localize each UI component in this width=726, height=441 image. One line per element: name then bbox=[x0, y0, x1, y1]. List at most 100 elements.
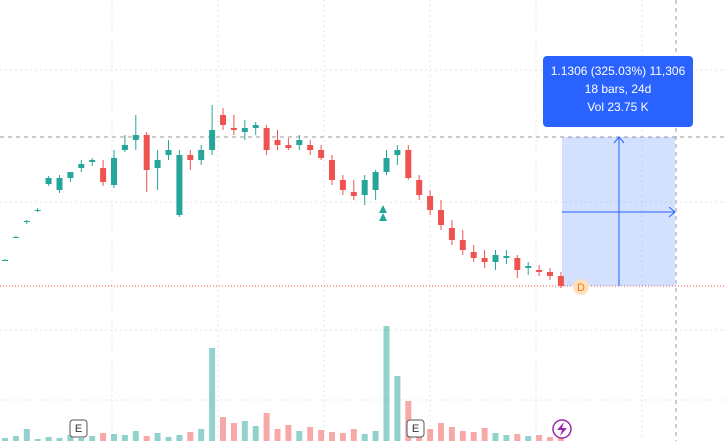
volume-bar bbox=[394, 376, 401, 441]
candle-body bbox=[427, 196, 434, 210]
candle-body bbox=[111, 158, 117, 185]
volume-bar bbox=[132, 431, 139, 441]
volume-bar bbox=[263, 413, 270, 441]
candle-body bbox=[448, 228, 455, 240]
candle-body bbox=[56, 178, 63, 190]
candle-body bbox=[209, 130, 216, 150]
volume-bar bbox=[481, 428, 488, 441]
measure-arrows bbox=[562, 136, 676, 286]
candle-body bbox=[503, 256, 510, 258]
candle-body bbox=[492, 255, 499, 262]
candle-body bbox=[350, 192, 357, 196]
candle-body bbox=[459, 240, 466, 250]
candle-body bbox=[121, 145, 128, 150]
candle-body bbox=[438, 210, 444, 225]
candle-body bbox=[143, 135, 150, 170]
candle-body bbox=[470, 252, 477, 258]
volume-bar bbox=[307, 427, 314, 441]
candle-body bbox=[481, 258, 488, 262]
volume-bar bbox=[492, 433, 499, 441]
candle-body bbox=[23, 221, 30, 222]
volume-bar bbox=[154, 433, 161, 441]
volume-bar bbox=[176, 435, 183, 441]
volume-bar bbox=[78, 438, 85, 441]
volume-bar bbox=[448, 427, 455, 441]
candle-body bbox=[263, 128, 270, 150]
candle-body bbox=[2, 260, 8, 261]
candle-body bbox=[78, 164, 85, 168]
volume-bar bbox=[525, 436, 532, 441]
candle-body bbox=[547, 272, 553, 276]
tooltip-change: 1.1306 (325.03%) 11,306 bbox=[550, 64, 686, 78]
candle-body bbox=[220, 115, 226, 125]
volume-bar bbox=[165, 437, 172, 441]
candle-body bbox=[100, 168, 107, 182]
volume-bar bbox=[187, 432, 194, 441]
volume-bar bbox=[241, 421, 248, 441]
volume-bar bbox=[438, 423, 444, 441]
volume-bar bbox=[503, 435, 510, 441]
volume-bar bbox=[100, 433, 107, 441]
candles bbox=[2, 105, 564, 441]
earnings-marker: E bbox=[69, 419, 88, 438]
candle-body bbox=[230, 128, 237, 130]
candle-body bbox=[252, 125, 259, 128]
candle-body bbox=[525, 266, 532, 268]
candle-body bbox=[318, 150, 325, 158]
candle-body bbox=[372, 172, 379, 190]
volume-bar bbox=[252, 426, 259, 441]
volume-bar bbox=[470, 432, 477, 441]
tooltip-volume: Vol 23.75 K bbox=[587, 100, 649, 114]
candle-body bbox=[296, 140, 303, 145]
volume-bar bbox=[274, 429, 281, 441]
candle-body bbox=[12, 237, 19, 238]
candle-body bbox=[514, 258, 521, 270]
candle-body bbox=[274, 140, 281, 145]
candle-body bbox=[198, 150, 205, 160]
volume-bar bbox=[514, 434, 521, 441]
candle-body bbox=[416, 180, 423, 195]
candle-body bbox=[176, 155, 183, 215]
volume-bar bbox=[361, 434, 368, 441]
candle-body bbox=[34, 210, 41, 211]
candle-body bbox=[165, 150, 172, 155]
volume-bar bbox=[285, 425, 292, 441]
earnings-label: E bbox=[75, 423, 82, 435]
volume-bar bbox=[34, 439, 41, 441]
signal-arrows bbox=[379, 205, 387, 221]
candle-body bbox=[536, 270, 543, 272]
candle-body bbox=[45, 178, 52, 184]
candle-body bbox=[89, 160, 96, 162]
candle-body bbox=[557, 276, 564, 286]
volume-bar bbox=[198, 429, 205, 441]
candle-body bbox=[241, 128, 248, 132]
volume-bar bbox=[536, 435, 543, 441]
volume-bar bbox=[89, 436, 96, 441]
candle-body bbox=[329, 160, 335, 180]
candle-body bbox=[394, 150, 401, 155]
candle-body bbox=[361, 180, 368, 195]
dividend-marker: D bbox=[573, 279, 589, 295]
volume-bar bbox=[67, 435, 74, 441]
volume-bar bbox=[121, 435, 128, 441]
volume-bar bbox=[372, 431, 379, 441]
volume-bar bbox=[339, 433, 346, 441]
volume-bar bbox=[230, 423, 237, 441]
candle-body bbox=[285, 145, 292, 148]
candle-body bbox=[405, 150, 412, 178]
volume-bar bbox=[45, 437, 52, 441]
candle-body bbox=[132, 135, 139, 140]
volume-bar bbox=[427, 429, 434, 441]
candle-body bbox=[383, 158, 390, 172]
volume-bar bbox=[2, 438, 8, 441]
volume-bar bbox=[111, 434, 117, 441]
volume-bar bbox=[318, 430, 325, 441]
dividend-label: D bbox=[577, 282, 585, 294]
candle-body bbox=[154, 160, 161, 168]
measure-tooltip: 1.1306 (325.03%) 11,306 18 bars, 24d Vol… bbox=[543, 56, 693, 127]
volume-bar bbox=[143, 436, 150, 441]
volume-bar bbox=[56, 438, 63, 441]
volume-bar bbox=[547, 437, 553, 441]
